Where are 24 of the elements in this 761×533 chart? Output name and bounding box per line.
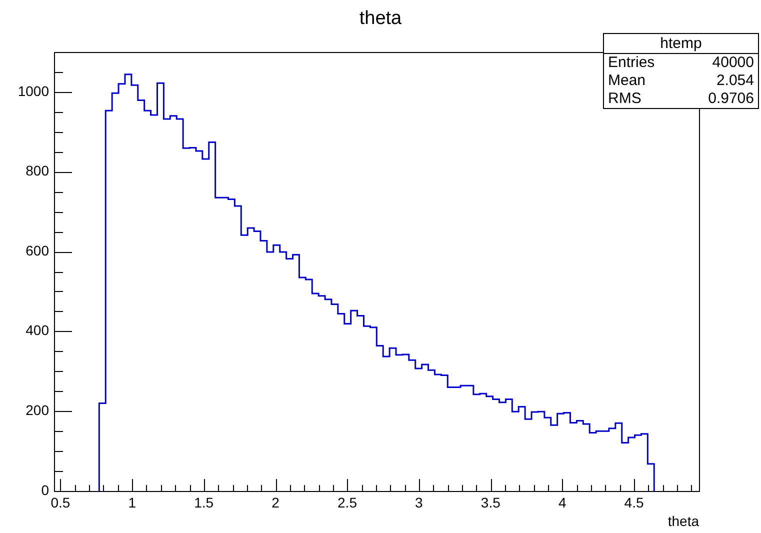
x-tick-label: 0.5: [50, 494, 70, 510]
text: 2.054: [716, 72, 754, 90]
x-tick-label: 3: [415, 494, 424, 510]
annotation: RMS: [608, 90, 642, 108]
y-tick-label: 600: [26, 242, 50, 258]
annotation: Entries: [608, 54, 655, 72]
x-tick-label: 4.5: [624, 494, 644, 510]
y-tick-label: 800: [26, 162, 50, 179]
annotation: Mean: [608, 72, 646, 90]
text: 40000: [712, 54, 754, 72]
chart-title: theta: [358, 8, 403, 30]
text: 0.9706: [708, 90, 754, 108]
x-tick-label: 1: [128, 494, 136, 510]
y-tick-label: 0: [41, 482, 50, 498]
y-tick-label: 200: [26, 402, 50, 418]
x-tick-label: 3.5: [480, 494, 501, 510]
y-tick-label: 1000: [18, 82, 50, 99]
y-tick-label: 400: [26, 322, 50, 338]
x-tick-label: 2: [272, 494, 280, 510]
x-axis-title: theta: [668, 513, 699, 529]
text: htemp: [604, 34, 758, 54]
x-tick-label: 2.5: [338, 494, 358, 510]
x-tick-label: 4: [558, 494, 566, 510]
x-tick-label: 1.5: [194, 494, 214, 510]
